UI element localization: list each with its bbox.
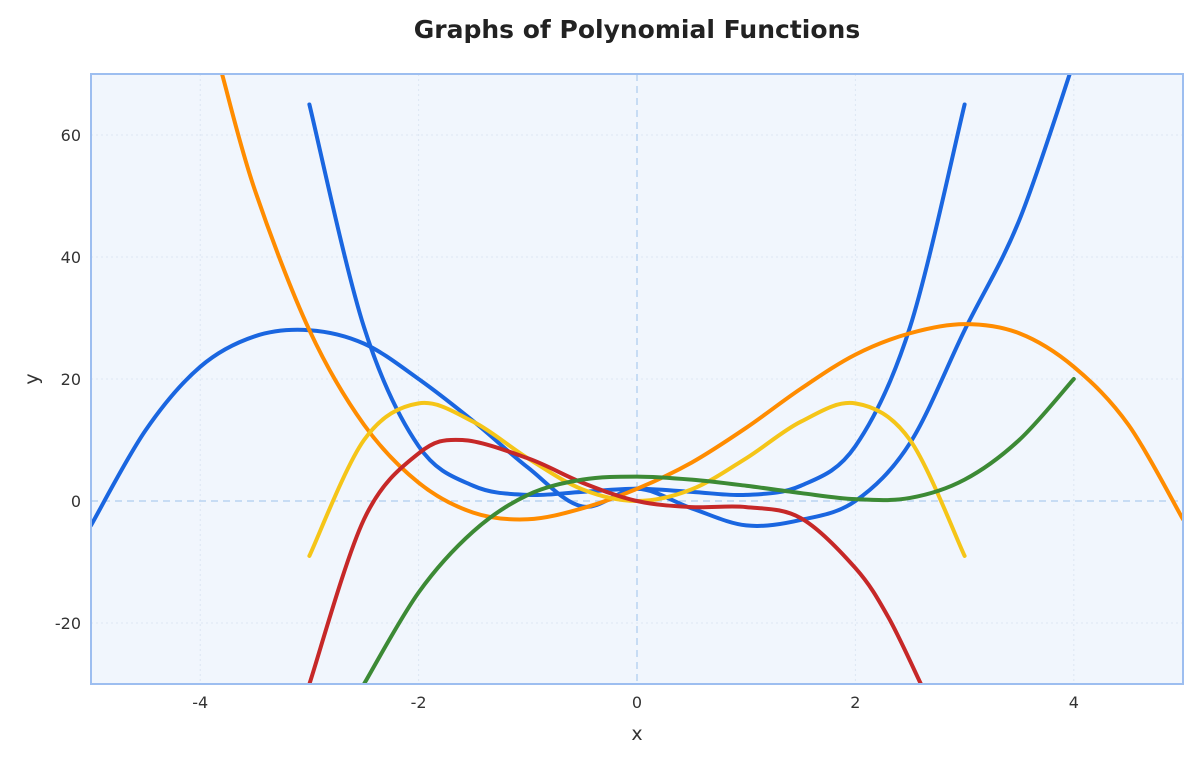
x-tick-labels: -4 -2 0 2 4 (192, 693, 1079, 712)
series-line-5 (307, 437, 923, 684)
y-tick-label: 60 (61, 126, 81, 145)
y-axis-label: y (21, 373, 43, 384)
series-line-6 (362, 377, 1076, 684)
x-tick-label: 2 (850, 693, 860, 712)
x-tick-label: 4 (1069, 693, 1079, 712)
x-axis-label: x (631, 723, 642, 745)
y-tick-label: 0 (71, 492, 81, 511)
x-tick-label: -4 (192, 693, 208, 712)
x-tick-label: 0 (632, 693, 642, 712)
y-tick-label: 40 (61, 248, 81, 267)
series-line-3 (220, 74, 1183, 522)
series-lines (91, 74, 1183, 684)
y-tick-labels: -20 0 20 40 60 (55, 126, 81, 633)
chart-title: Graphs of Polynomial Functions (414, 15, 860, 44)
plot-frame (90, 73, 1184, 685)
x-tick-label: -2 (411, 693, 427, 712)
y-tick-label: -20 (55, 614, 81, 633)
y-tick-label: 20 (61, 370, 81, 389)
